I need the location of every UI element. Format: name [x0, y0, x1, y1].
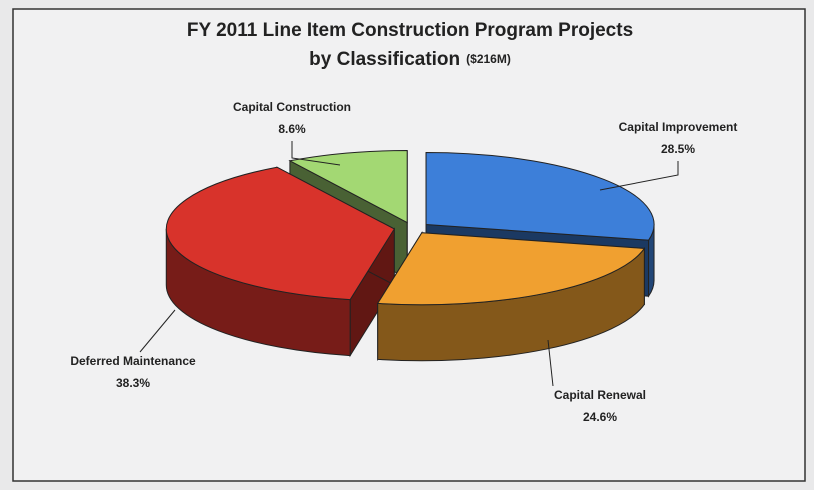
slice-top [425, 151, 655, 241]
chart-title: FY 2011 Line Item Construction Program P… [187, 20, 633, 41]
labels: Capital Improvement 28.5% Capital Renewal 2… [70, 100, 737, 424]
subtitle-text: by Classification [309, 49, 460, 70]
leader-line [599, 161, 679, 191]
category-label: Deferred Maintenance [70, 354, 196, 368]
slice [376, 231, 646, 362]
value-label: 24.6% [583, 410, 617, 424]
category-label: Capital Improvement [619, 120, 738, 134]
leader-line [547, 339, 554, 387]
pie [165, 150, 655, 362]
value-label: 28.5% [661, 142, 695, 156]
slice-top [376, 232, 646, 306]
chart-subtitle: by Classification ($216M) [309, 49, 511, 70]
slice-top [165, 166, 395, 301]
category-label: Capital Construction [233, 100, 351, 114]
leader-line [291, 141, 341, 166]
title-note: ($216M) [466, 52, 511, 66]
slice-top [288, 150, 408, 224]
category-label: Capital Renewal [554, 388, 646, 402]
chart-frame [12, 8, 806, 482]
value-label: 38.3% [116, 376, 150, 390]
value-label: 8.6% [278, 122, 306, 136]
leader-line [139, 309, 176, 353]
slice [165, 166, 395, 358]
